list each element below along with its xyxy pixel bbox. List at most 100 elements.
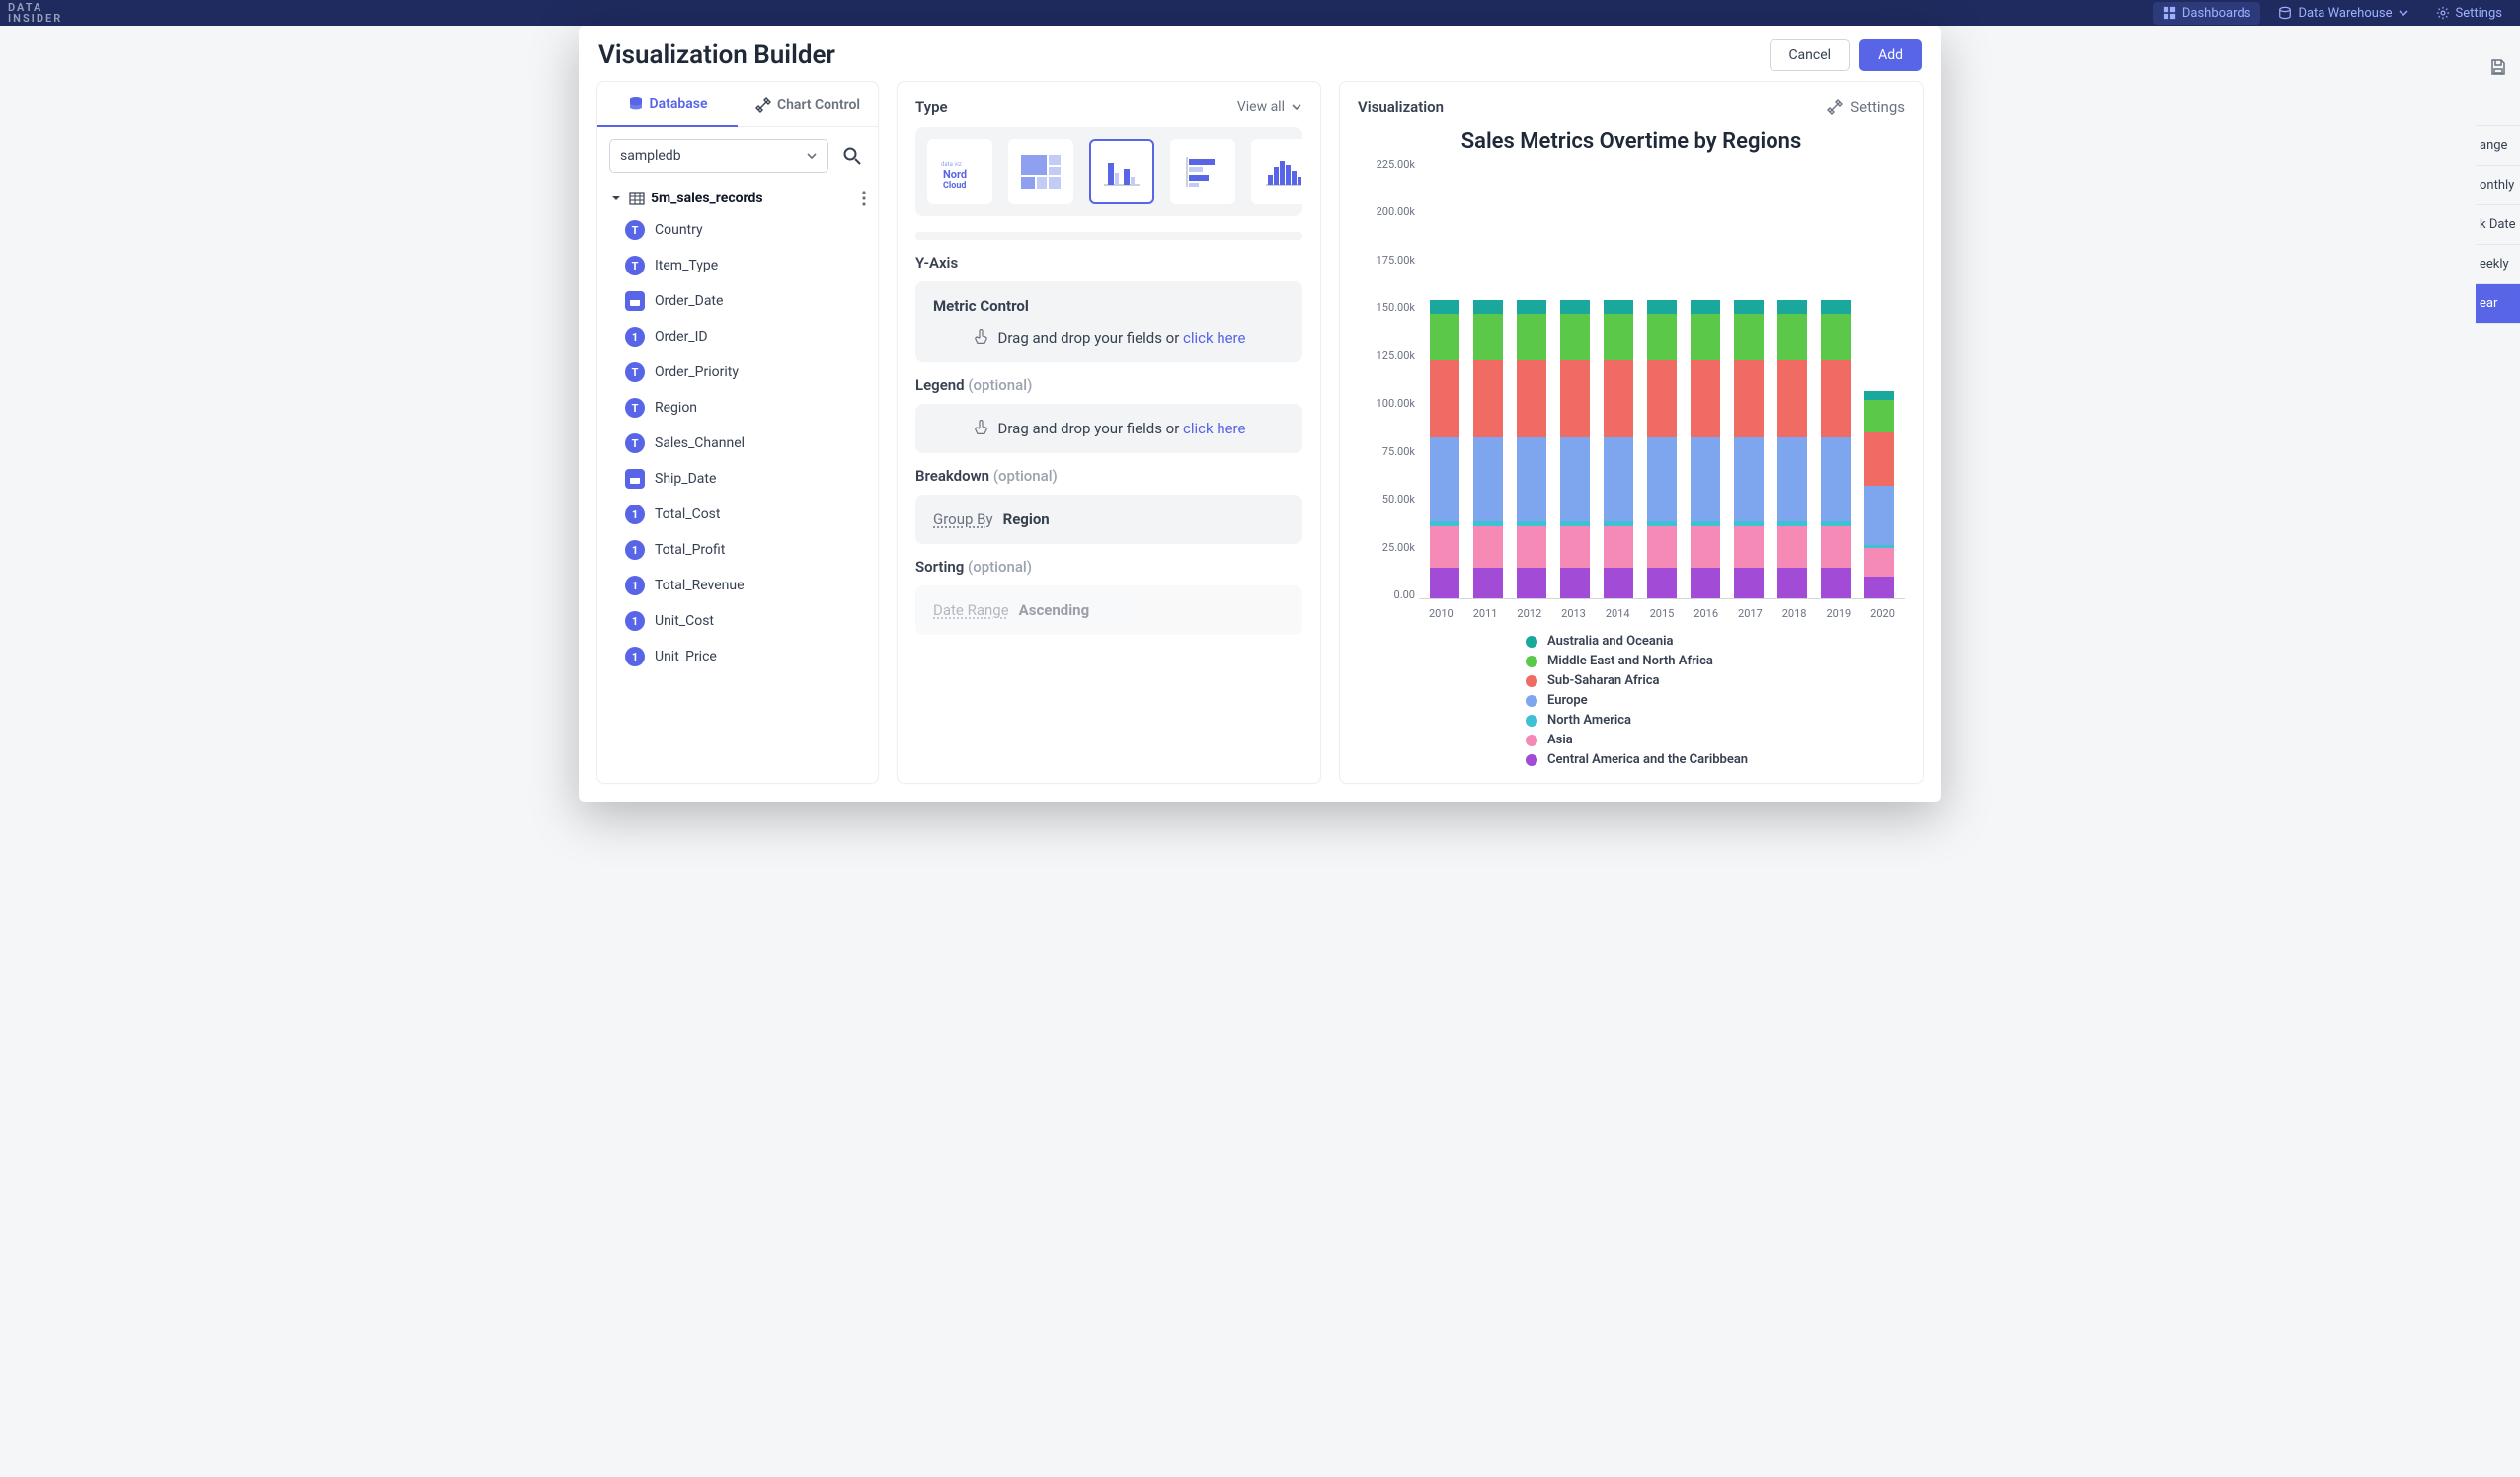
metric-dropzone[interactable]: Metric Control Drag and drop your fields… xyxy=(915,281,1302,362)
sorting-value-text: Ascending xyxy=(1019,601,1090,619)
legend-item[interactable]: Sub-Saharan Africa xyxy=(1526,673,1659,688)
bar-segment xyxy=(1821,314,1851,360)
field-item[interactable]: TCountry xyxy=(603,212,872,248)
bar[interactable] xyxy=(1560,300,1590,598)
search-button[interactable] xyxy=(838,142,866,170)
field-type-icon: 1 xyxy=(625,576,645,595)
bar-segment xyxy=(1864,400,1894,432)
field-item[interactable]: 1Order_ID xyxy=(603,319,872,354)
x-tick: 2020 xyxy=(1870,607,1895,620)
bar-segment xyxy=(1691,314,1720,360)
drop-hint-text: Drag and drop your fields or xyxy=(998,420,1183,437)
bar[interactable] xyxy=(1864,391,1894,598)
view-all-link[interactable]: View all xyxy=(1237,99,1302,115)
bar[interactable] xyxy=(1517,300,1546,598)
bar-segment xyxy=(1473,300,1503,314)
cancel-button[interactable]: Cancel xyxy=(1770,39,1850,71)
type-strip-scrollbar[interactable] xyxy=(915,232,1302,240)
field-item[interactable]: 1Total_Profit xyxy=(603,532,872,568)
bar[interactable] xyxy=(1430,300,1459,598)
field-label: Country xyxy=(655,222,703,238)
legend-item[interactable]: North America xyxy=(1526,713,1631,728)
bar-segment xyxy=(1777,360,1807,437)
legend-label: Australia and Oceania xyxy=(1547,634,1673,649)
chart-type-wordcloud[interactable]: data vizNordCloud xyxy=(927,139,992,204)
field-item[interactable]: TOrder_Priority xyxy=(603,354,872,390)
bar[interactable] xyxy=(1734,300,1764,598)
legend-swatch xyxy=(1526,675,1537,687)
legend-item[interactable]: Central America and the Caribbean xyxy=(1526,752,1748,767)
bar[interactable] xyxy=(1473,300,1503,598)
legend-item[interactable]: Middle East and North Africa xyxy=(1526,654,1713,668)
chevron-down-icon xyxy=(806,150,818,162)
bar-segment xyxy=(1430,360,1459,437)
field-type-icon: 1 xyxy=(625,611,645,631)
drop-hint-link[interactable]: click here xyxy=(1183,329,1245,347)
field-item[interactable]: Order_Date xyxy=(603,283,872,319)
legend-swatch xyxy=(1526,695,1537,707)
legend-section-label: Legend (optional) xyxy=(915,376,1302,394)
bar-segment xyxy=(1734,568,1764,598)
field-type-icon: T xyxy=(625,433,645,453)
tools-icon xyxy=(755,97,771,113)
x-tick: 2013 xyxy=(1561,607,1586,620)
plot-area xyxy=(1419,158,1905,599)
chart-type-hbar[interactable] xyxy=(1170,139,1235,204)
chart-type-bar[interactable] xyxy=(1089,139,1154,204)
legend-swatch xyxy=(1526,735,1537,746)
field-item[interactable]: 1Unit_Cost xyxy=(603,603,872,639)
field-item[interactable]: 1Total_Revenue xyxy=(603,568,872,603)
bar-segment xyxy=(1821,300,1851,314)
field-type-icon: T xyxy=(625,256,645,275)
legend-swatch xyxy=(1526,636,1537,648)
chart-type-histogram[interactable] xyxy=(1251,139,1316,204)
bar-segment xyxy=(1473,526,1503,568)
db-select[interactable]: sampledb xyxy=(609,139,828,173)
x-tick: 2010 xyxy=(1429,607,1454,620)
legend-dropzone[interactable]: Drag and drop your fields or click here xyxy=(915,404,1302,453)
bar-segment xyxy=(1430,437,1459,522)
view-all-label: View all xyxy=(1237,99,1285,115)
legend-item[interactable]: Asia xyxy=(1526,733,1573,747)
field-item[interactable]: Ship_Date xyxy=(603,461,872,497)
table-node[interactable]: 5m_sales_records xyxy=(603,185,872,212)
field-item[interactable]: 1Total_Cost xyxy=(603,497,872,532)
chart-type-treemap[interactable] xyxy=(1008,139,1073,204)
bar-segment xyxy=(1430,300,1459,314)
tab-database[interactable]: Database xyxy=(597,82,738,127)
sorting-dropzone[interactable]: Date Range Ascending xyxy=(915,585,1302,635)
field-item[interactable]: TRegion xyxy=(603,390,872,426)
bar-segment xyxy=(1777,437,1807,522)
bar[interactable] xyxy=(1777,300,1807,598)
bar-segment xyxy=(1560,300,1590,314)
bar[interactable] xyxy=(1604,300,1633,598)
bar-segment xyxy=(1560,360,1590,437)
groupby-key: Group By xyxy=(933,510,993,528)
field-item[interactable]: TSales_Channel xyxy=(603,426,872,461)
bar[interactable] xyxy=(1691,300,1720,598)
bar[interactable] xyxy=(1821,300,1851,598)
type-label: Type xyxy=(915,98,948,116)
table-actions[interactable] xyxy=(862,191,866,206)
add-button[interactable]: Add xyxy=(1859,39,1922,71)
field-type-icon: T xyxy=(625,362,645,382)
field-item[interactable]: 1Unit_Price xyxy=(603,639,872,674)
groupby-value: Region xyxy=(1003,510,1050,528)
legend-drop-hint: Drag and drop your fields or click here xyxy=(933,420,1285,437)
chart-settings[interactable]: Settings xyxy=(1827,98,1905,116)
field-label: Order_Date xyxy=(655,293,723,309)
bar-segment xyxy=(1734,360,1764,437)
bar-segment xyxy=(1821,568,1851,598)
field-item[interactable]: TItem_Type xyxy=(603,248,872,283)
drop-hint-link[interactable]: click here xyxy=(1183,420,1245,437)
x-tick: 2016 xyxy=(1693,607,1718,620)
bar[interactable] xyxy=(1647,300,1677,598)
legend-label: Europe xyxy=(1547,693,1588,708)
breakdown-dropzone[interactable]: Group By Region xyxy=(915,495,1302,544)
legend-item[interactable]: Europe xyxy=(1526,693,1588,708)
search-icon xyxy=(842,146,862,166)
tab-chart-control[interactable]: Chart Control xyxy=(738,82,878,126)
legend-item[interactable]: Australia and Oceania xyxy=(1526,634,1673,649)
sorting-label-text: Sorting xyxy=(915,558,964,576)
bar-segment xyxy=(1473,568,1503,598)
